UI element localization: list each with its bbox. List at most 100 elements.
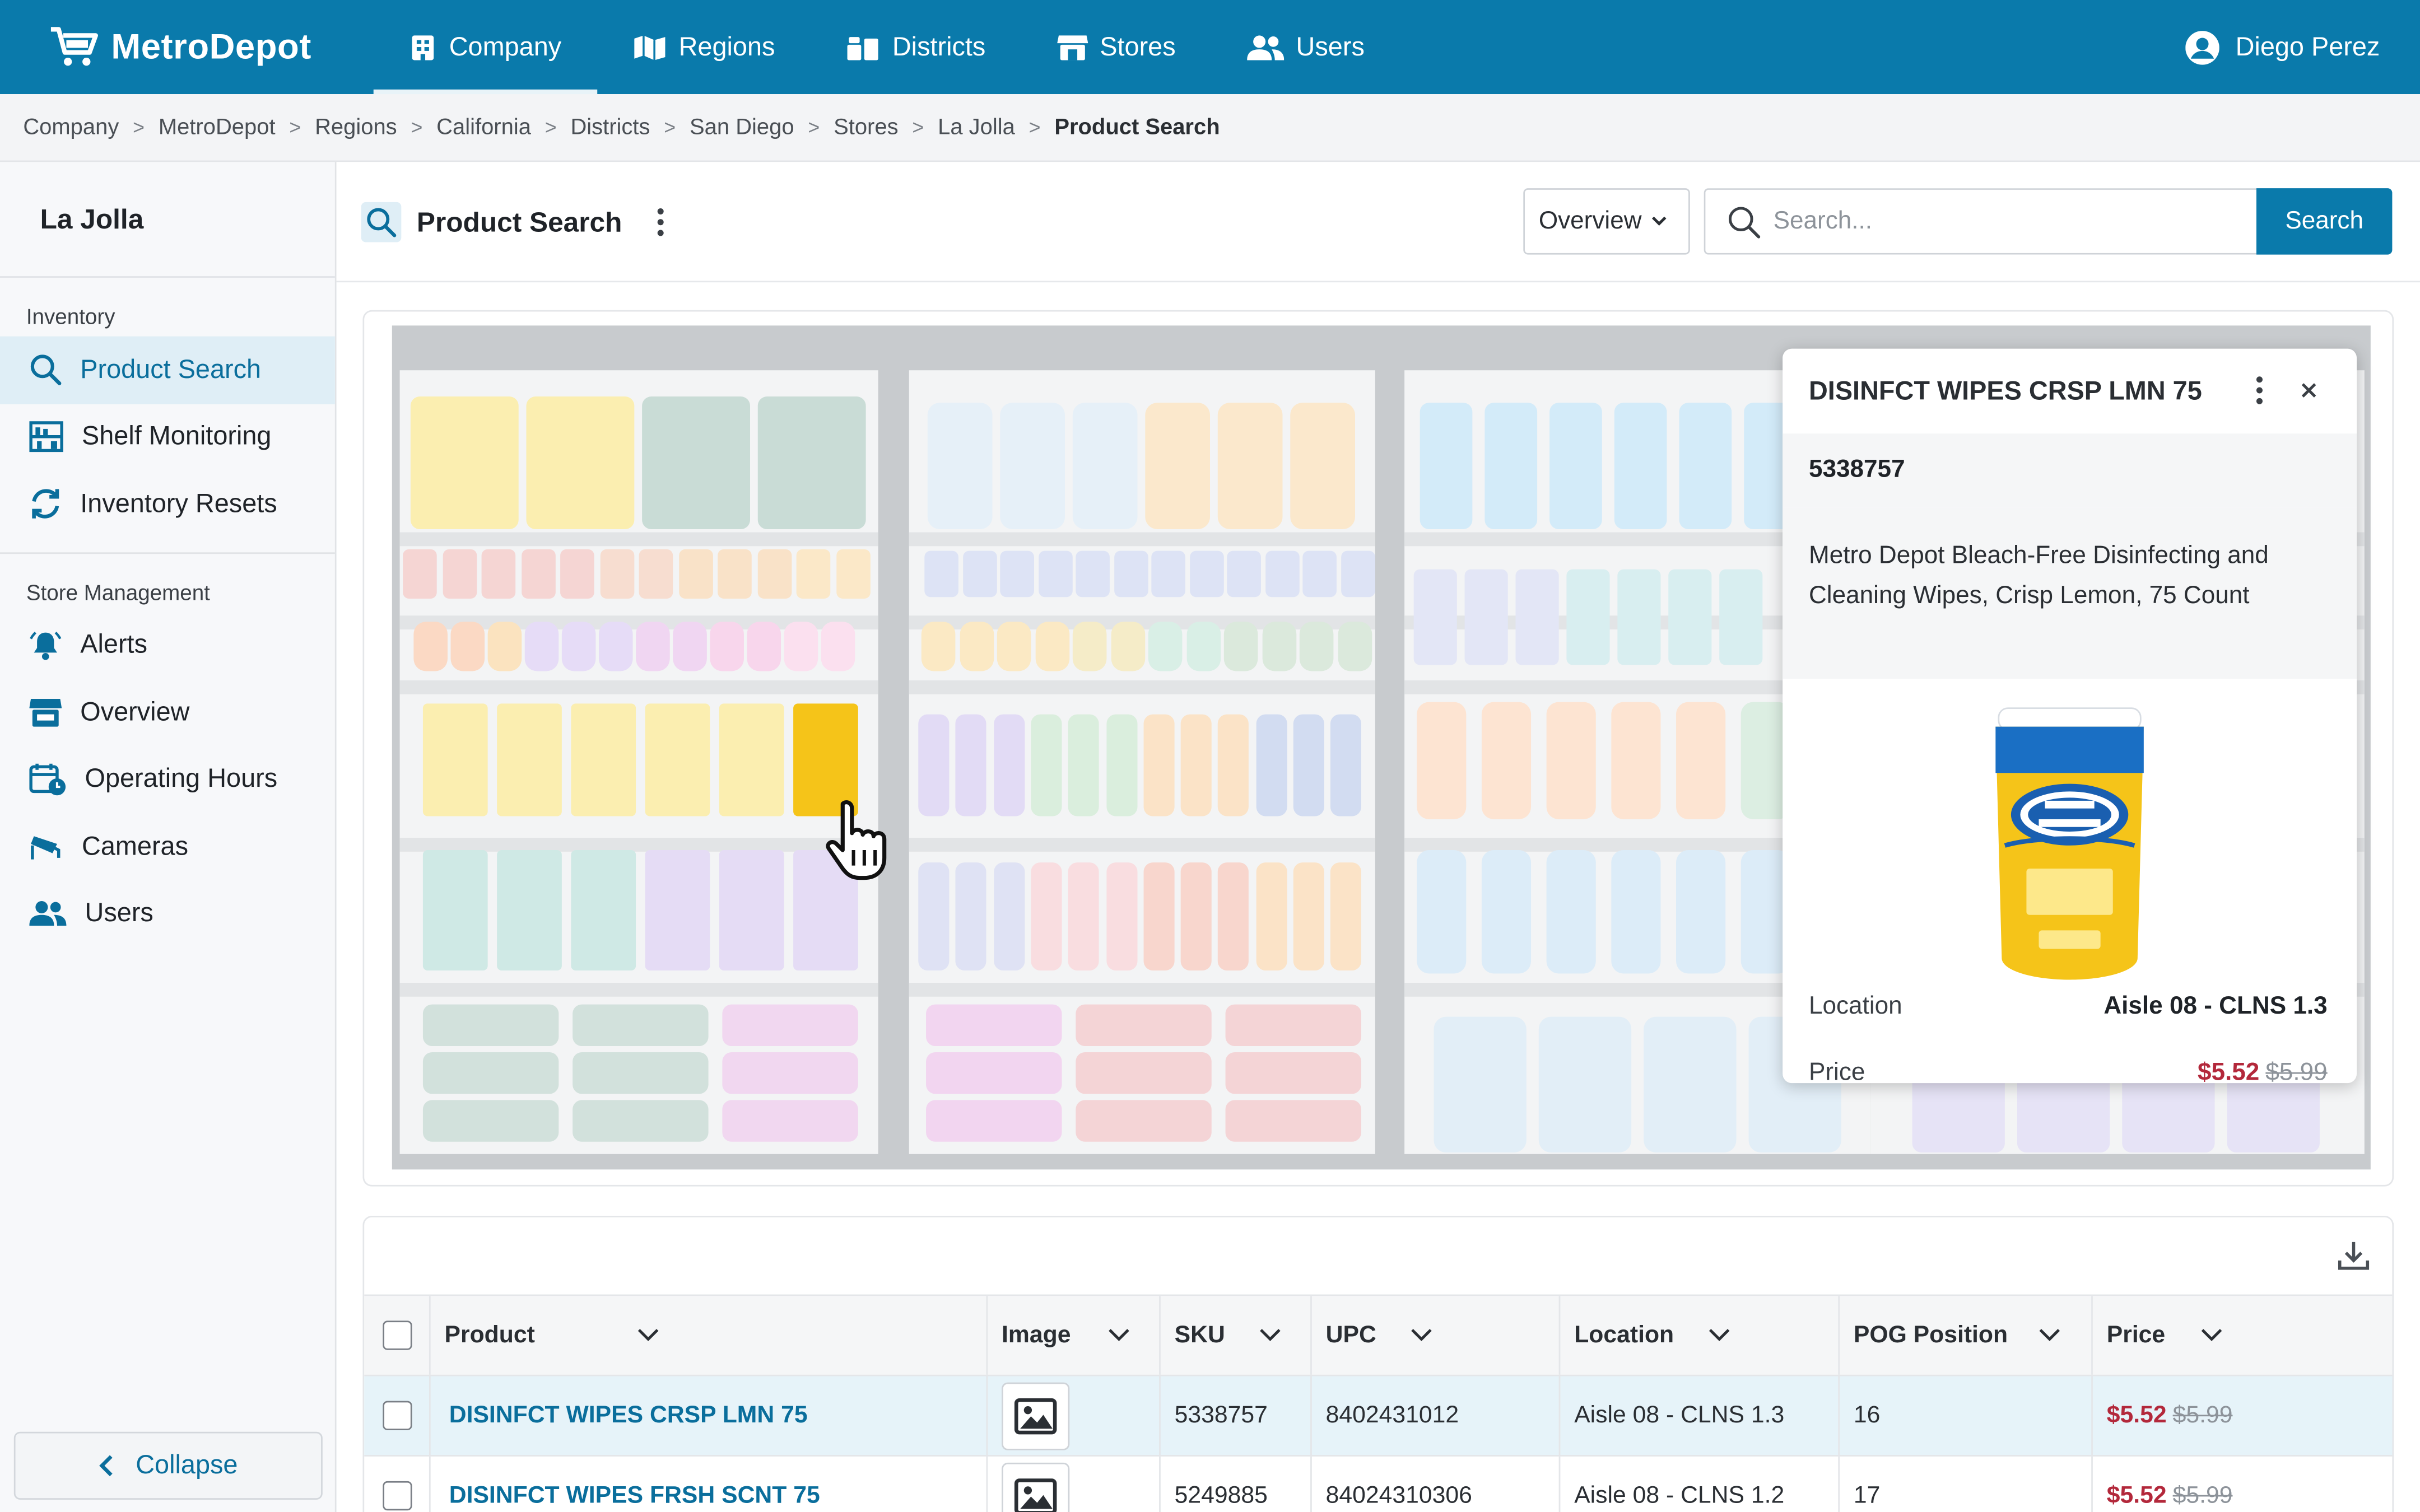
shelf-product [1299,622,1334,671]
shelf-product [1225,1052,1361,1094]
shelf-icon [29,421,63,452]
product-link[interactable]: DISINFCT WIPES FRSH SCNT 75 [431,1456,988,1512]
column-header-product[interactable]: Product [431,1296,988,1375]
breadcrumb-item[interactable]: Stores [834,115,899,140]
shelf-product [993,714,1025,816]
popup-description: Metro Depot Bleach-Free Disinfecting and… [1783,507,2357,679]
shelf-product [1617,569,1661,665]
shelf-product [1740,850,1790,974]
sidebar-item-shelf-monitoring[interactable]: Shelf Monitoring [0,403,335,470]
sidebar-section-title: Inventory [26,304,115,329]
sidebar-item-cameras[interactable]: Cameras [0,813,335,880]
column-header-sku[interactable]: SKU [1161,1296,1312,1375]
column-header-upc[interactable]: UPC [1312,1296,1561,1375]
search-field [1704,188,2256,255]
table-row[interactable]: DISINFCT WIPES FRSH SCNT 75 5249885 8402… [364,1456,2392,1512]
shelf-product [1113,550,1148,598]
image-thumbnail-icon[interactable] [1002,1382,1070,1450]
nav-tab-districts[interactable]: Districts [811,0,1021,94]
search-button[interactable]: Search [2256,188,2393,255]
breadcrumb-item[interactable]: Regions [315,115,397,140]
select-all-checkbox[interactable] [383,1320,412,1350]
nav-tab-stores[interactable]: Stores [1021,0,1211,94]
kebab-menu-icon[interactable] [648,207,673,237]
shelf-product [1546,702,1596,819]
image-thumbnail-icon[interactable] [1002,1462,1070,1512]
cell-pog-position: 16 [1840,1376,2093,1455]
column-header-image[interactable]: Image [988,1296,1161,1375]
breadcrumb-item[interactable]: Districts [570,115,650,140]
shelf-product [639,549,673,599]
main-content: Product Search Overview Search [336,162,2420,1512]
shelf-product [1484,403,1538,529]
cell-sku: 5338757 [1161,1376,1312,1455]
cell-sku: 5249885 [1161,1456,1312,1512]
shelf-line [399,680,878,694]
breadcrumb-item[interactable]: MetroDepot [158,115,276,140]
table-header: Product Image SKU UPC Location POG Posit… [364,1296,2393,1376]
product-image [1783,679,2357,980]
shelf-product [497,703,562,816]
shelf-product [1180,862,1212,970]
row-checkbox[interactable] [383,1401,412,1430]
sidebar-item-operating-hours[interactable]: Operating Hours [0,746,335,813]
sidebar-item-inventory-resets[interactable]: Inventory Resets [0,470,335,538]
column-header-price[interactable]: Price [2093,1296,2392,1375]
shelf-product [921,622,956,671]
shelf-product [442,549,476,599]
chevron-down-icon [637,1329,659,1341]
breadcrumb-current: Product Search [1054,115,1220,140]
shelf-product [1290,403,1355,529]
shelf-product [1148,622,1183,671]
sidebar-item-product-search[interactable]: Product Search [0,336,335,404]
breadcrumb-item[interactable]: La Jolla [938,115,1015,140]
chevron-right-icon: > [544,115,557,139]
shelf-product [422,703,488,816]
shelf-product [422,1100,559,1142]
shelf-product [1515,569,1559,665]
shelf-product [1614,403,1667,529]
camera-icon [31,836,61,859]
shelf-product [645,703,710,816]
close-icon[interactable] [2300,381,2318,400]
nav-tab-company[interactable]: Company [373,0,597,95]
shelf-product [1076,1100,1212,1142]
collapse-button[interactable]: Collapse [13,1431,323,1500]
shelf-product [926,1100,1062,1142]
nav-tab-regions[interactable]: Regions [597,0,811,94]
shelf-product [1068,862,1100,970]
shelf-product [1330,862,1362,970]
shelf-product [599,549,634,599]
chevron-down-icon [1411,1329,1432,1341]
shelf-product [1255,714,1287,816]
shelf-product [1644,1016,1737,1153]
shelf-product [1223,622,1258,671]
breadcrumb-item[interactable]: San Diego [690,115,794,140]
breadcrumb-item[interactable]: California [436,115,531,140]
sidebar-item-alerts[interactable]: Alerts [0,612,335,679]
column-header-pog-position[interactable]: POG Position [1840,1296,2093,1375]
shelf-product [1611,702,1661,819]
download-icon[interactable] [2337,1239,2371,1273]
shelf-product [1143,714,1175,816]
product-link[interactable]: DISINFCT WIPES CRSP LMN 75 [431,1376,988,1455]
user-menu[interactable]: Diego Perez [2186,0,2380,94]
store-name: La Jolla [0,162,335,278]
popup-title: DISINFCT WIPES CRSP LMN 75 [1808,375,2202,405]
sidebar-item-overview[interactable]: Overview [0,679,335,746]
app-logo[interactable]: MetroDepot [49,25,374,68]
breadcrumb-item[interactable]: Company [23,115,119,140]
search-input[interactable] [1773,207,2237,236]
column-header-location[interactable]: Location [1560,1296,1840,1375]
kebab-menu-icon[interactable] [2249,375,2270,405]
shelf-product [1293,714,1324,816]
shelf-product [1417,702,1467,819]
shelf-line [909,680,1375,694]
view-select[interactable]: Overview [1523,188,1690,255]
nav-tab-users[interactable]: Users [1211,0,1400,94]
sidebar-item-users[interactable]: Users [0,880,335,948]
popup-price-row: Price $5.52 $5.99 [1808,1059,2328,1086]
row-checkbox[interactable] [383,1481,412,1511]
chevron-left-icon [99,1455,113,1477]
table-row[interactable]: DISINFCT WIPES CRSP LMN 75 5338757 84024… [364,1376,2393,1457]
